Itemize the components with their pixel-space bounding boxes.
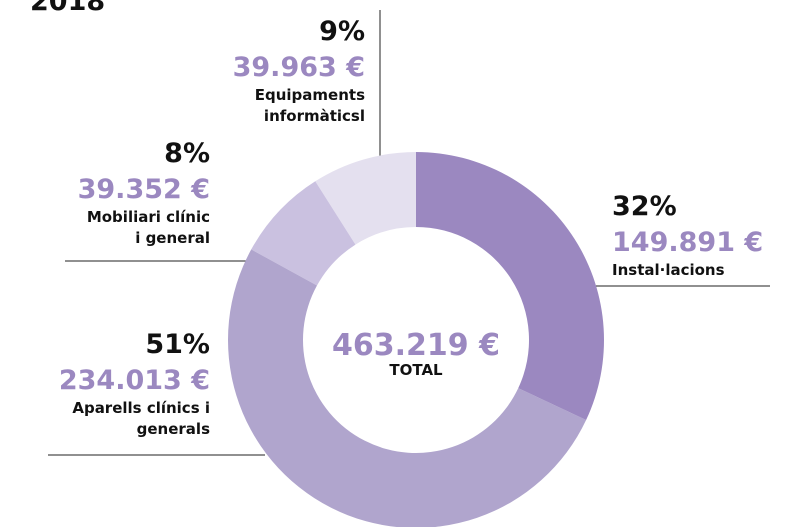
- amount-label: 39.963 €: [233, 52, 365, 83]
- amount-label: 149.891 €: [612, 227, 763, 258]
- slice-label: 51% 234.013 € Aparells clínics i generals: [59, 329, 210, 438]
- slice-label: 32% 149.891 € Instal·lacions: [612, 191, 763, 279]
- donut-slice: [315, 152, 416, 245]
- category-label: i general: [135, 229, 210, 247]
- amount-label: 39.352 €: [78, 174, 210, 205]
- category-label: Instal·lacions: [612, 261, 725, 279]
- percent-label: 32%: [612, 191, 677, 222]
- donut-slice: [251, 181, 356, 286]
- total-value: 463.219 €: [332, 328, 500, 363]
- category-label: Mobiliari clínic: [87, 208, 210, 226]
- percent-label: 9%: [319, 16, 365, 47]
- percent-label: 51%: [145, 329, 210, 360]
- donut-slice: [416, 152, 604, 421]
- total-caption: TOTAL: [389, 361, 443, 379]
- amount-label: 234.013 €: [59, 365, 210, 396]
- category-label: informàticsl: [264, 107, 365, 125]
- donut-slice: [228, 249, 587, 527]
- category-label: Aparells clínics i: [72, 399, 210, 417]
- percent-label: 8%: [164, 138, 210, 169]
- category-label: generals: [137, 420, 210, 438]
- category-label: Equipaments: [255, 86, 365, 104]
- slice-label: 8% 39.352 € Mobiliari clínic i general: [78, 138, 210, 247]
- slice-label: 9% 39.963 € Equipaments informàticsl: [233, 16, 365, 125]
- chart-title: 2018: [30, 0, 105, 17]
